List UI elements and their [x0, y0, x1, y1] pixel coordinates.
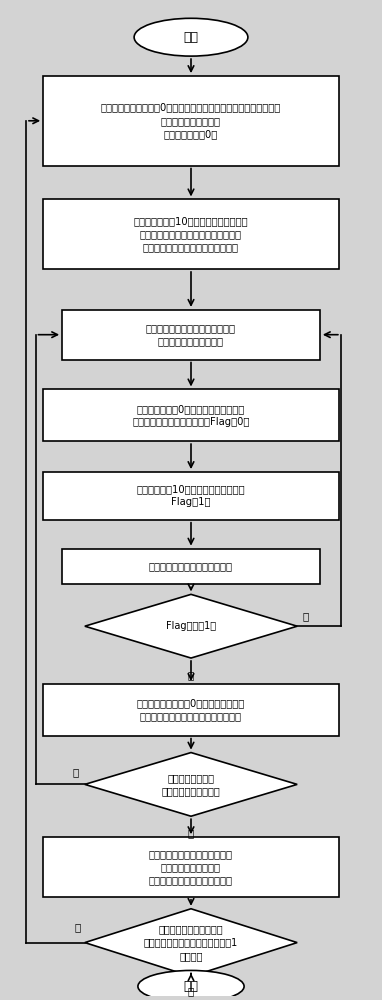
Text: 方向标记结构中的
像素是否已经处理完？: 方向标记结构中的 像素是否已经处理完？ [162, 773, 220, 796]
Text: 顺次取出像素点作为当前像素点，
并新建当前段像素数组；: 顺次取出像素点作为当前像素点， 并新建当前段像素数组； [146, 323, 236, 346]
FancyBboxPatch shape [43, 472, 339, 520]
Text: 否: 否 [188, 670, 194, 680]
Polygon shape [85, 753, 297, 816]
FancyBboxPatch shape [43, 837, 339, 897]
Polygon shape [85, 909, 297, 976]
Text: Flag是否为1？: Flag是否为1？ [166, 621, 216, 631]
Text: 将当前像素値灢0，像素位置存储到数组
中，将相邻像素搜寻标识变量Flag灢0；: 将当前像素値灢0，像素位置存储到数组 中，将相邻像素搜寻标识变量Flag灢0； [132, 404, 250, 427]
FancyBboxPatch shape [62, 549, 320, 584]
Text: 将第一个像素点，多个像素数组
按照顺时针顺序合并，
输出结果为一段顺序存储数组；: 将第一个像素点，多个像素数组 按照顺时针顺序合并， 输出结果为一段顺序存储数组； [149, 849, 233, 885]
Ellipse shape [134, 18, 248, 56]
Polygon shape [85, 594, 297, 658]
Ellipse shape [138, 970, 244, 1000]
Text: 结束: 结束 [183, 980, 199, 993]
FancyBboxPatch shape [62, 310, 320, 360]
Text: 从图像标记行（初始为0）开始逐行扫描，找到第一个像素点，将该
行号设置为标记行値。
并将像素値置为0；: 从图像标记行（初始为0）开始逐行扫描，找到第一个像素点，将该 行号设置为标记行値… [101, 103, 281, 139]
Text: 开始: 开始 [183, 31, 199, 44]
Text: 是: 是 [303, 611, 309, 621]
Text: 将相邻像素作为当前处理像素；: 将相邻像素作为当前处理像素； [149, 562, 233, 572]
Text: 是: 是 [188, 828, 194, 838]
Text: 从标记开始，逐行扫描，
在剩余的行内，能否找到一个値为1
的像素点: 从标记开始，逐行扫描， 在剩余的行内，能否找到一个値为1 的像素点 [144, 924, 238, 961]
FancyBboxPatch shape [43, 76, 339, 166]
FancyBboxPatch shape [43, 684, 339, 736]
FancyBboxPatch shape [43, 199, 339, 269]
Text: 否: 否 [188, 986, 194, 996]
Text: 是: 是 [74, 923, 80, 933]
Text: 搜索该像素的10邻域，若有相邻像素将
Flag灢1；: 搜索该像素的10邻域，若有相邻像素将 Flag灢1； [137, 484, 245, 507]
Text: 否: 否 [73, 767, 79, 777]
FancyBboxPatch shape [43, 389, 339, 441]
Text: 搜索该像素点的10邻域，从左下角开始，
按顺时针方向探测该像素点相邻方向的
像素点，并记录在方向标记结构中；: 搜索该像素点的10邻域，从左下角开始， 按顺时针方向探测该像素点相邻方向的 像素… [134, 216, 248, 252]
Text: 将当前处理像素値灢0，其位置存储到数
组中；并将该像素数组记录在内存中；: 将当前处理像素値灢0，其位置存储到数 组中；并将该像素数组记录在内存中； [137, 698, 245, 721]
